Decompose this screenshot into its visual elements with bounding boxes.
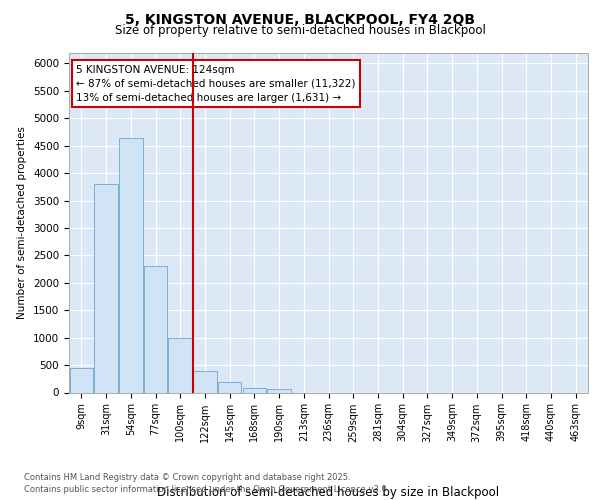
Bar (193, 370, 217, 392)
Text: Size of property relative to semi-detached houses in Blackpool: Size of property relative to semi-detach… (115, 24, 485, 37)
Y-axis label: Number of semi-detached properties: Number of semi-detached properties (17, 126, 28, 319)
Bar (119, 138, 143, 392)
Bar (70, 368, 93, 392)
Bar (268, 388, 291, 392)
Text: Contains public sector information licensed under the Open Government Licence v3: Contains public sector information licen… (24, 485, 389, 494)
Text: 5, KINGSTON AVENUE, BLACKPOOL, FY4 2QB: 5, KINGSTON AVENUE, BLACKPOOL, FY4 2QB (125, 12, 475, 26)
Text: 5 KINGSTON AVENUE: 124sqm
← 87% of semi-detached houses are smaller (11,322)
13%: 5 KINGSTON AVENUE: 124sqm ← 87% of semi-… (76, 64, 356, 102)
Bar (218, 382, 241, 392)
Bar (94, 184, 118, 392)
Text: Contains HM Land Registry data © Crown copyright and database right 2025.: Contains HM Land Registry data © Crown c… (24, 474, 350, 482)
Bar (242, 388, 266, 392)
X-axis label: Distribution of semi-detached houses by size in Blackpool: Distribution of semi-detached houses by … (157, 486, 500, 499)
Bar (169, 338, 192, 392)
Bar (144, 266, 167, 392)
